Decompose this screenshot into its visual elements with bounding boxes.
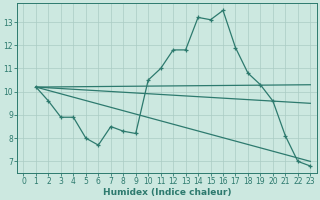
X-axis label: Humidex (Indice chaleur): Humidex (Indice chaleur) [103, 188, 231, 197]
